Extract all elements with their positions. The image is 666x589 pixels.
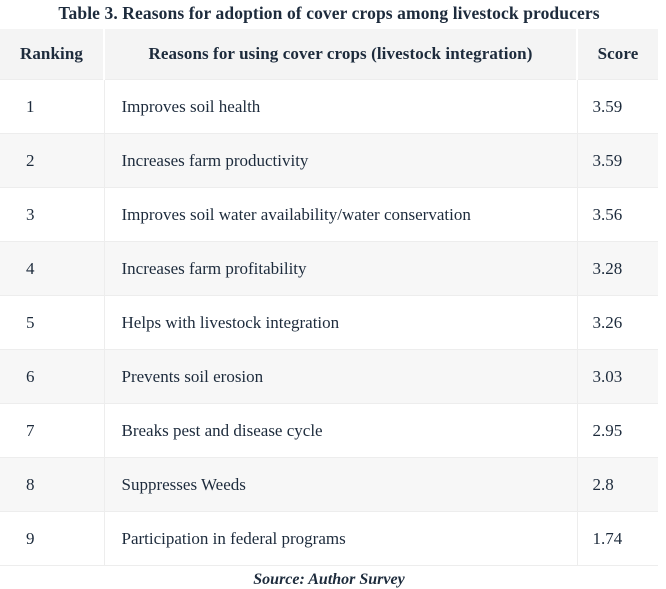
table-row: 8 Suppresses Weeds 2.8 — [0, 457, 658, 512]
reason-cell: Participation in federal programs — [104, 511, 578, 566]
score-cell: 2.95 — [577, 403, 658, 458]
ranking-cell: 2 — [0, 133, 105, 188]
reason-cell: Prevents soil erosion — [104, 349, 578, 404]
score-cell: 3.59 — [577, 79, 658, 134]
score-cell: 2.8 — [577, 457, 658, 512]
reason-cell: Helps with livestock integration — [104, 295, 578, 350]
score-cell: 3.03 — [577, 349, 658, 404]
reason-cell: Improves soil water availability/water c… — [104, 187, 578, 242]
table-row: 5 Helps with livestock integration 3.26 — [0, 295, 658, 350]
score-cell: 3.26 — [577, 295, 658, 350]
ranking-cell: 3 — [0, 187, 105, 242]
table-row: 3 Improves soil water availability/water… — [0, 187, 658, 242]
score-cell: 1.74 — [577, 511, 658, 566]
ranking-cell: 9 — [0, 511, 105, 566]
ranking-cell: 1 — [0, 79, 105, 134]
reason-cell: Breaks pest and disease cycle — [104, 403, 578, 458]
reason-cell: Increases farm profitability — [104, 241, 578, 296]
source-note: Source: Author Survey — [253, 571, 405, 588]
reason-cell: Suppresses Weeds — [104, 457, 578, 512]
table-row: 1 Improves soil health 3.59 — [0, 79, 658, 134]
table-header: Ranking Reasons for using cover crops (l… — [0, 29, 658, 80]
score-cell: 3.56 — [577, 187, 658, 242]
reason-cell: Improves soil health — [104, 79, 578, 134]
table-row: 9 Participation in federal programs 1.74 — [0, 511, 658, 566]
reason-cell: Increases farm productivity — [104, 133, 578, 188]
page: Table 3. Reasons for adoption of cover c… — [0, 3, 658, 588]
cover-crops-table: Ranking Reasons for using cover crops (l… — [0, 29, 658, 566]
table-row: 6 Prevents soil erosion 3.03 — [0, 349, 658, 404]
header-row: Ranking Reasons for using cover crops (l… — [0, 29, 658, 80]
score-cell: 3.28 — [577, 241, 658, 296]
table-row: 2 Increases farm productivity 3.59 — [0, 133, 658, 188]
ranking-cell: 8 — [0, 457, 105, 512]
table-row: 4 Increases farm profitability 3.28 — [0, 241, 658, 296]
ranking-cell: 7 — [0, 403, 105, 458]
score-cell: 3.59 — [577, 133, 658, 188]
table-body: 1 Improves soil health 3.59 2 Increases … — [0, 79, 658, 566]
ranking-cell: 4 — [0, 241, 105, 296]
column-header-score: Score — [577, 29, 658, 80]
table-title: Table 3. Reasons for adoption of cover c… — [58, 3, 600, 23]
ranking-cell: 5 — [0, 295, 105, 350]
column-header-ranking: Ranking — [0, 29, 105, 80]
column-header-reason: Reasons for using cover crops (livestock… — [104, 29, 578, 80]
table-row: 7 Breaks pest and disease cycle 2.95 — [0, 403, 658, 458]
ranking-cell: 6 — [0, 349, 105, 404]
